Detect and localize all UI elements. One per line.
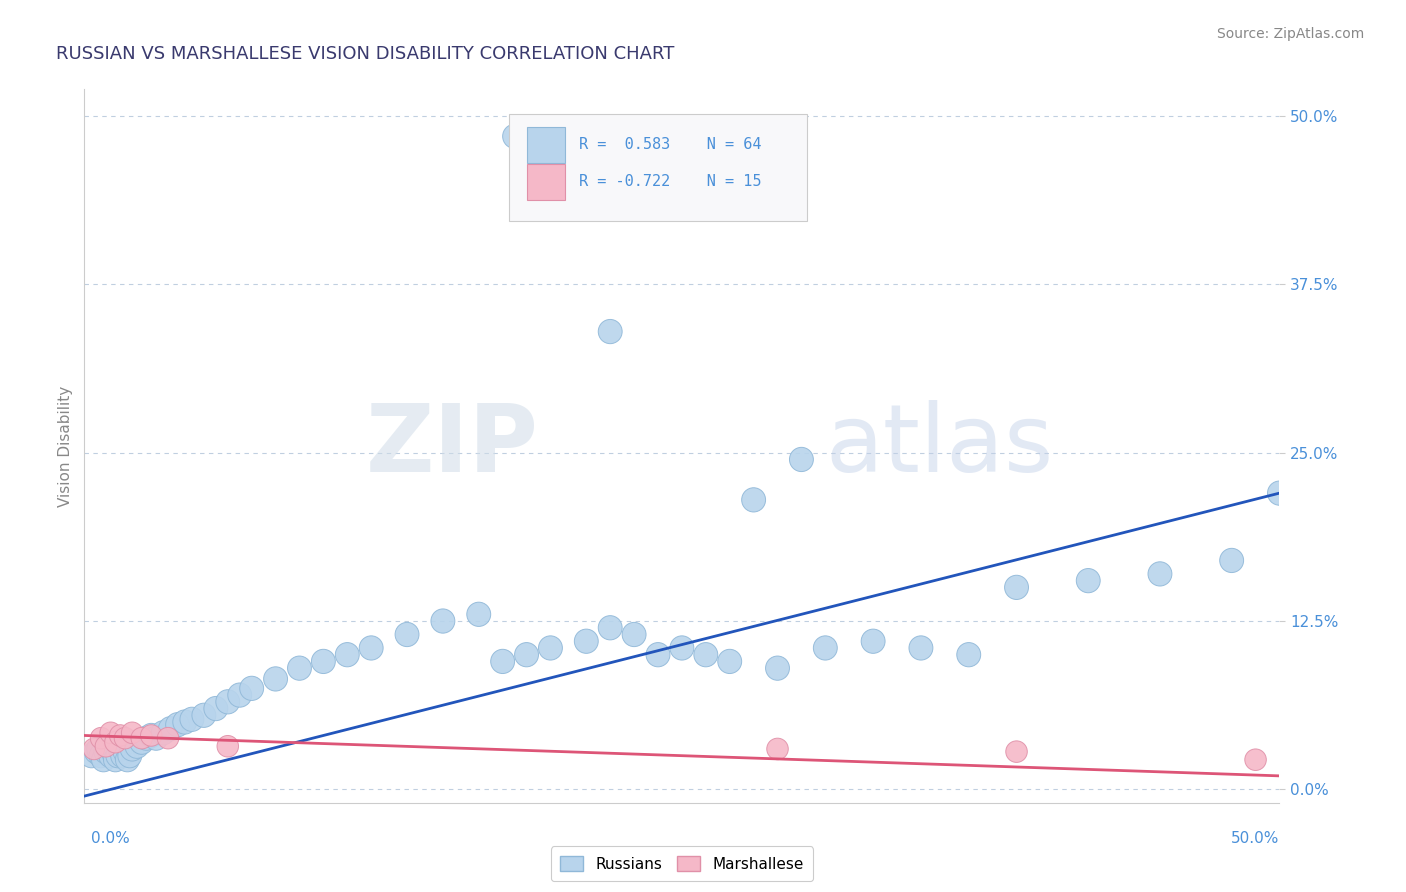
Ellipse shape xyxy=(430,609,456,633)
Ellipse shape xyxy=(263,667,287,691)
Ellipse shape xyxy=(1005,741,1028,763)
Text: Source: ZipAtlas.com: Source: ZipAtlas.com xyxy=(1216,27,1364,41)
Ellipse shape xyxy=(1244,749,1267,771)
FancyBboxPatch shape xyxy=(526,127,565,162)
Text: R = -0.722    N = 15: R = -0.722 N = 15 xyxy=(579,175,762,189)
Text: 50.0%: 50.0% xyxy=(1232,831,1279,846)
Ellipse shape xyxy=(1077,568,1099,593)
Legend: Russians, Marshallese: Russians, Marshallese xyxy=(551,847,813,880)
Ellipse shape xyxy=(204,697,228,721)
Ellipse shape xyxy=(359,636,382,660)
Ellipse shape xyxy=(94,739,118,764)
Ellipse shape xyxy=(80,744,104,768)
Ellipse shape xyxy=(695,642,718,667)
Ellipse shape xyxy=(139,723,163,747)
Ellipse shape xyxy=(135,726,159,750)
Ellipse shape xyxy=(1219,549,1243,573)
Ellipse shape xyxy=(121,722,143,744)
Ellipse shape xyxy=(118,744,142,768)
Ellipse shape xyxy=(239,676,264,700)
Text: ZIP: ZIP xyxy=(366,400,538,492)
Ellipse shape xyxy=(765,656,790,681)
Ellipse shape xyxy=(813,636,838,660)
Ellipse shape xyxy=(335,642,360,667)
Ellipse shape xyxy=(96,737,121,761)
Ellipse shape xyxy=(1147,562,1171,586)
Ellipse shape xyxy=(87,737,111,761)
Ellipse shape xyxy=(228,683,252,707)
Ellipse shape xyxy=(166,713,190,737)
Ellipse shape xyxy=(217,690,239,714)
Ellipse shape xyxy=(159,716,183,741)
Ellipse shape xyxy=(742,488,765,512)
Ellipse shape xyxy=(115,747,139,772)
Ellipse shape xyxy=(502,124,526,148)
Ellipse shape xyxy=(91,747,115,772)
Ellipse shape xyxy=(104,731,127,753)
Ellipse shape xyxy=(467,602,491,626)
Ellipse shape xyxy=(112,739,136,764)
Ellipse shape xyxy=(104,747,128,772)
Ellipse shape xyxy=(100,722,121,744)
Ellipse shape xyxy=(129,730,153,755)
Ellipse shape xyxy=(98,744,122,768)
Ellipse shape xyxy=(173,710,197,734)
Ellipse shape xyxy=(120,737,143,761)
Ellipse shape xyxy=(143,726,167,750)
Ellipse shape xyxy=(491,649,515,673)
Text: RUSSIAN VS MARSHALLESE VISION DISABILITY CORRELATION CHART: RUSSIAN VS MARSHALLESE VISION DISABILITY… xyxy=(56,45,675,62)
Ellipse shape xyxy=(860,629,886,653)
Y-axis label: Vision Disability: Vision Disability xyxy=(58,385,73,507)
Ellipse shape xyxy=(669,636,695,660)
Text: atlas: atlas xyxy=(825,400,1053,492)
Ellipse shape xyxy=(790,448,813,472)
Ellipse shape xyxy=(766,739,789,760)
Ellipse shape xyxy=(599,615,621,640)
Ellipse shape xyxy=(515,642,538,667)
Ellipse shape xyxy=(621,623,647,647)
Ellipse shape xyxy=(180,707,204,731)
Ellipse shape xyxy=(956,642,981,667)
Ellipse shape xyxy=(131,727,152,749)
Ellipse shape xyxy=(110,724,131,747)
Ellipse shape xyxy=(108,737,132,761)
Ellipse shape xyxy=(717,649,742,673)
Ellipse shape xyxy=(152,721,176,745)
Ellipse shape xyxy=(111,744,135,768)
Ellipse shape xyxy=(287,656,312,681)
Ellipse shape xyxy=(574,629,599,653)
Ellipse shape xyxy=(395,623,419,647)
Ellipse shape xyxy=(89,744,112,768)
Text: 0.0%: 0.0% xyxy=(91,831,131,846)
Ellipse shape xyxy=(84,739,108,764)
Ellipse shape xyxy=(217,736,239,757)
Ellipse shape xyxy=(83,739,104,760)
Ellipse shape xyxy=(538,636,562,660)
Ellipse shape xyxy=(96,736,117,757)
Ellipse shape xyxy=(645,642,669,667)
Ellipse shape xyxy=(599,319,621,343)
Ellipse shape xyxy=(114,727,136,749)
Ellipse shape xyxy=(1004,575,1029,599)
Ellipse shape xyxy=(141,724,162,747)
Ellipse shape xyxy=(191,703,217,727)
Ellipse shape xyxy=(125,734,149,758)
Text: R =  0.583    N = 64: R = 0.583 N = 64 xyxy=(579,137,762,153)
Ellipse shape xyxy=(157,727,179,749)
FancyBboxPatch shape xyxy=(526,164,565,200)
Ellipse shape xyxy=(312,649,336,673)
Ellipse shape xyxy=(1267,481,1291,505)
FancyBboxPatch shape xyxy=(509,114,807,221)
Ellipse shape xyxy=(101,739,125,764)
Ellipse shape xyxy=(908,636,934,660)
Ellipse shape xyxy=(105,744,129,768)
Ellipse shape xyxy=(90,727,112,749)
